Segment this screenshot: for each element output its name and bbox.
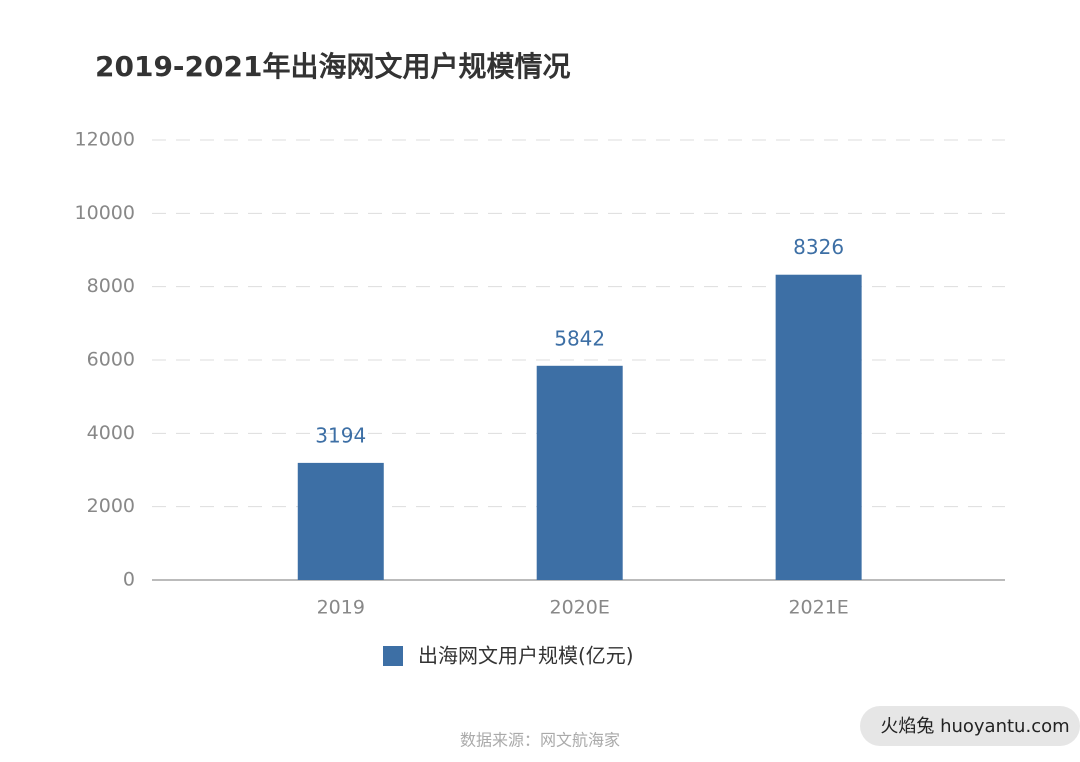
bar xyxy=(775,274,862,580)
y-tick-label: 4000 xyxy=(87,422,135,444)
y-tick-label: 12000 xyxy=(75,129,135,151)
y-tick-label: 2000 xyxy=(87,495,135,517)
x-tick-label: 2020E xyxy=(550,597,610,619)
value-label: 5842 xyxy=(554,326,605,350)
bar xyxy=(536,365,623,580)
bar xyxy=(297,462,384,580)
legend-label: 出海网文用户规模(亿元) xyxy=(418,644,634,668)
value-label: 3194 xyxy=(315,423,366,447)
chart-title: 2019-2021年出海网文用户规模情况 xyxy=(95,50,570,83)
y-tick-label: 0 xyxy=(123,569,135,591)
source-note: 数据来源：网文航海家 xyxy=(460,731,620,750)
watermark: 火焰兔 huoyantu.com xyxy=(880,716,1069,737)
watermark-badge xyxy=(860,706,1080,746)
x-tick-label: 2019 xyxy=(317,597,365,619)
x-tick-label: 2021E xyxy=(788,597,848,619)
value-label: 8326 xyxy=(793,235,844,259)
y-tick-label: 10000 xyxy=(75,202,135,224)
y-tick-label: 6000 xyxy=(87,349,135,371)
y-tick-label: 8000 xyxy=(87,275,135,297)
legend-swatch xyxy=(383,646,403,666)
